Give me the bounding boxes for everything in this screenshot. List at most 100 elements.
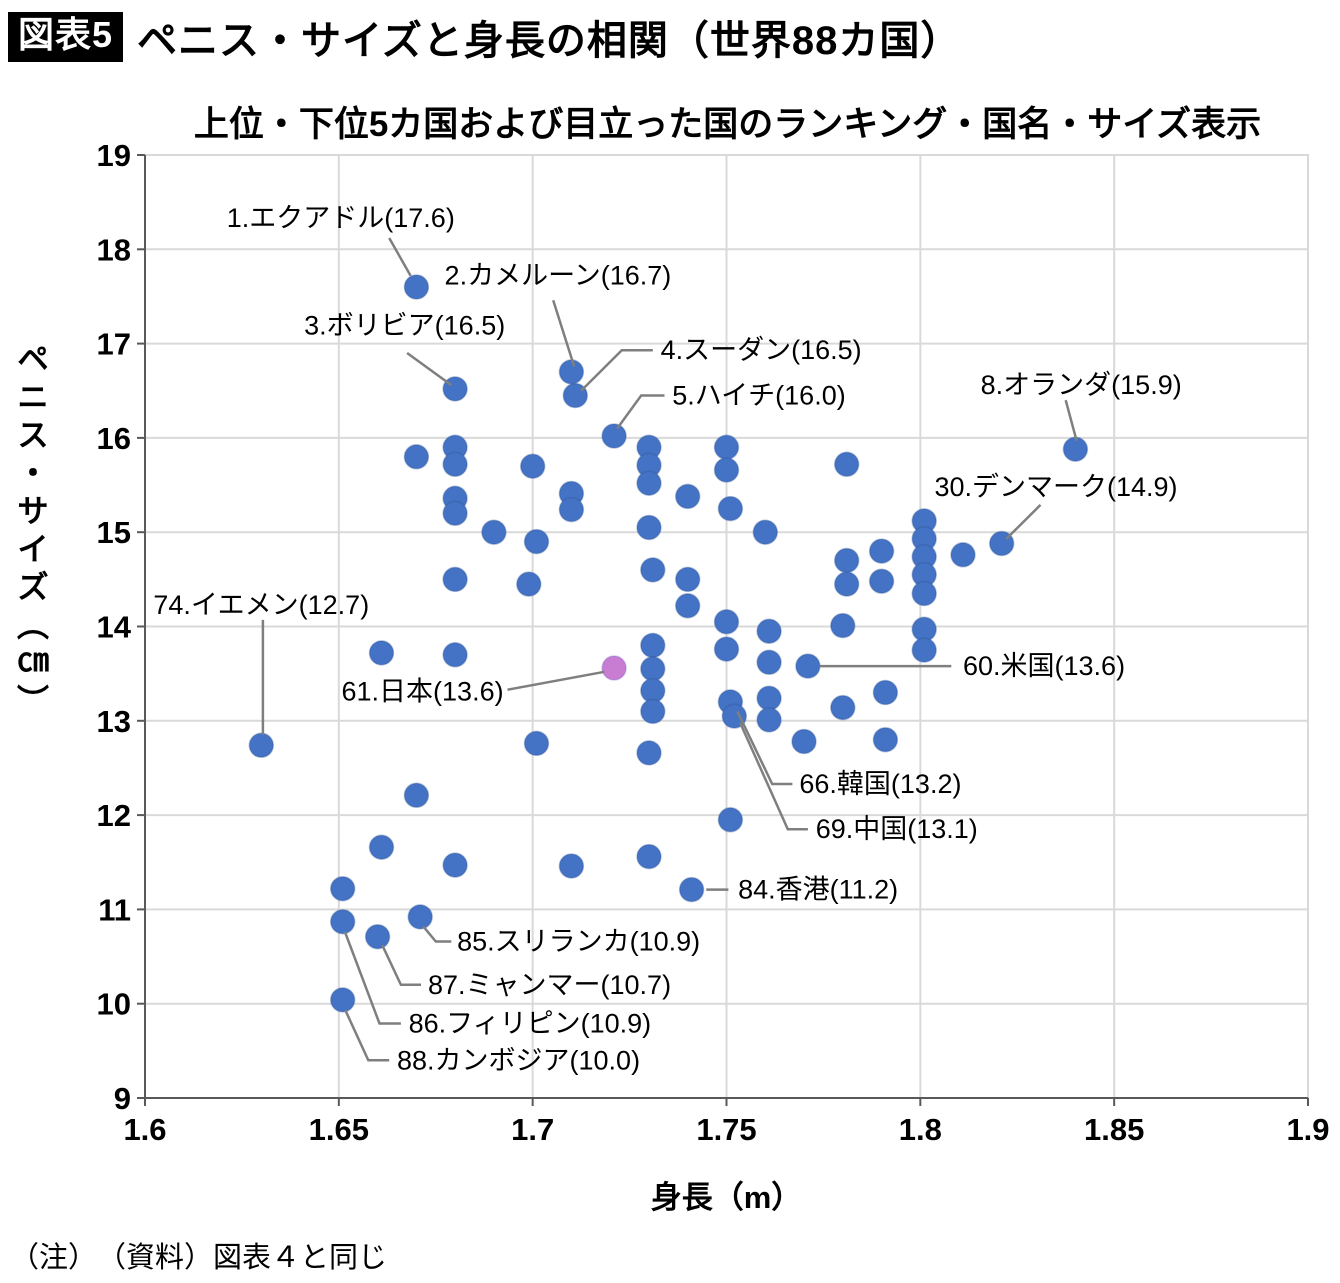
data-point <box>868 568 895 594</box>
data-point <box>717 495 744 522</box>
callout-line <box>736 710 793 786</box>
data-point <box>329 987 356 1013</box>
x-tick-label: 1.6 <box>123 1112 166 1147</box>
data-point <box>830 694 856 721</box>
data-point <box>368 640 395 666</box>
data-point <box>442 500 468 527</box>
annotation-label: 1.エクアドル(17.6) <box>227 203 455 233</box>
callout-line <box>580 348 653 392</box>
data-point <box>640 557 666 583</box>
tick-labels: 1.6 1.65 1.7 1.75 1.8 1.85 1.9 9 10 11 12 13 14 15 16 1… <box>97 138 1330 1147</box>
data-point <box>833 571 860 597</box>
data-point <box>516 571 542 597</box>
data-point <box>481 519 507 545</box>
callout-line <box>552 299 576 367</box>
annotation-label: 30.デンマーク(14.9) <box>934 472 1177 502</box>
callout-line <box>388 237 412 277</box>
data-point <box>329 908 356 935</box>
y-tick-label: 19 <box>97 138 131 173</box>
data-point <box>756 685 782 711</box>
y-tick-label: 13 <box>97 704 131 739</box>
annotation-label: 74.イエメン(12.7) <box>153 590 369 620</box>
callout-line <box>344 1009 390 1062</box>
data-point <box>721 703 748 729</box>
annotation-label: 86.フィリピン(10.9) <box>409 1009 652 1039</box>
data-point <box>640 632 666 659</box>
data-point <box>519 453 546 479</box>
data-point <box>442 852 468 878</box>
annotation-label: 69.中国(13.1) <box>816 814 978 844</box>
x-tick-label: 1.75 <box>696 1112 756 1147</box>
axes <box>137 154 1309 1106</box>
callout-line <box>381 944 421 987</box>
y-axis-title: ペニス・サイズ（㎝） <box>13 342 49 722</box>
callout-line <box>616 394 665 430</box>
annotation-label: 4.スーダン(16.5) <box>661 335 862 365</box>
callout-line <box>406 351 453 387</box>
y-tick-label: 16 <box>97 421 131 456</box>
data-point <box>407 904 433 930</box>
data-point <box>674 566 701 593</box>
data-point <box>713 434 740 461</box>
data-point <box>872 726 899 753</box>
annotation-label: 85.スリランカ(10.9) <box>457 927 700 957</box>
data-point <box>950 542 976 568</box>
figure-header: 図表5 ペニス・サイズと身長の相関（世界88カ国） <box>8 8 961 66</box>
data-point <box>833 547 860 574</box>
y-tick-label: 18 <box>97 232 131 267</box>
annotation-label: 2.カメルーン(16.7) <box>445 261 672 291</box>
source-note: （注） （資料）図表４と同じ <box>10 1242 388 1274</box>
data-point <box>911 580 937 607</box>
data-point <box>368 834 395 860</box>
callout-lines <box>261 237 1078 1062</box>
data-point <box>558 496 585 523</box>
data-point <box>756 649 782 676</box>
y-tick-label: 15 <box>97 515 131 550</box>
data-point <box>872 679 899 706</box>
data-point <box>403 444 430 470</box>
data-point-highlight <box>601 655 627 681</box>
data-point <box>911 637 937 663</box>
y-tick-label: 14 <box>97 610 132 645</box>
callout-line <box>343 931 401 1025</box>
data-point <box>523 528 550 555</box>
data-point <box>640 656 666 682</box>
data-point <box>674 483 701 510</box>
data-point <box>791 728 817 755</box>
annotation-label: 3.ボリビア(16.5) <box>304 311 505 341</box>
data-point <box>678 876 705 903</box>
data-point <box>442 642 468 668</box>
data-point <box>364 923 391 950</box>
annotation-label: 5.ハイチ(16.0) <box>672 381 846 411</box>
y-tick-label: 11 <box>98 892 131 927</box>
data-point <box>636 514 662 541</box>
data-point <box>795 653 821 679</box>
data-point <box>636 470 662 496</box>
data-points <box>248 274 1089 1013</box>
data-point <box>640 698 666 725</box>
chart-subtitle: 上位・下位5カ国および目立った国のランキング・国名・サイズ表示 <box>193 105 1262 144</box>
callout-line <box>1005 504 1042 540</box>
annotation-labels: 1.エクアドル(17.6) 2.カメルーン(16.7) 3.ボリビア(16.5) 4.… <box>153 203 1181 1075</box>
data-point <box>329 875 356 902</box>
annotation-label: 61.日本(13.6) <box>342 677 504 707</box>
x-tick-label: 1.8 <box>899 1112 942 1147</box>
annotation-label: 88.カンボジア(10.0) <box>397 1045 640 1075</box>
data-point <box>756 707 782 733</box>
data-point <box>830 612 856 639</box>
data-point <box>833 451 860 478</box>
y-tick-label: 17 <box>97 327 131 362</box>
x-axis-title: 身長（m） <box>650 1180 803 1215</box>
data-point <box>636 843 662 870</box>
x-tick-label: 1.9 <box>1286 1112 1329 1147</box>
data-point <box>717 807 744 833</box>
callout-line <box>738 722 808 831</box>
data-point <box>442 566 468 593</box>
y-tick-label: 9 <box>114 1081 131 1116</box>
data-point <box>403 274 430 300</box>
data-point <box>248 732 275 759</box>
annotation-label: 8.オランダ(15.9) <box>981 370 1182 400</box>
callout-line <box>1064 399 1078 442</box>
data-point <box>558 359 585 385</box>
